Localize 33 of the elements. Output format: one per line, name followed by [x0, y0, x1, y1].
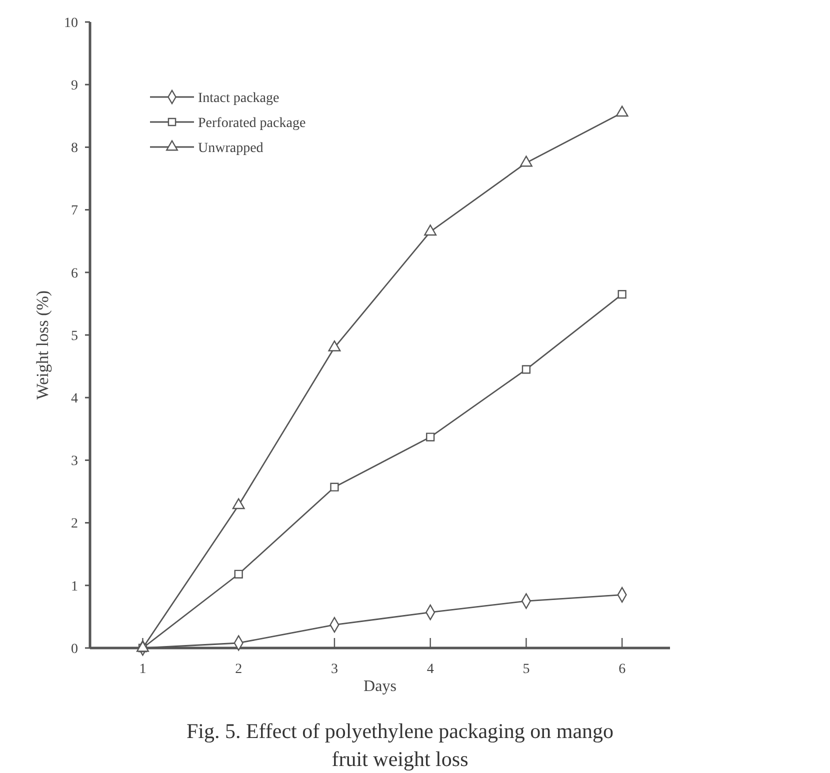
y-tick-label: 5: [71, 328, 78, 344]
point: [520, 156, 532, 167]
y-tick-label: 2: [71, 516, 78, 532]
point: [618, 290, 626, 299]
y-tick-label: 0: [71, 642, 78, 657]
x-tick-label: 3: [330, 662, 338, 677]
legend-label: Unwrapped: [198, 140, 264, 156]
point: [424, 224, 437, 236]
point: [328, 340, 341, 352]
y-tick-label: 7: [71, 204, 78, 219]
x-tick-label: 6: [618, 662, 626, 677]
legend-label: Perforated package: [198, 116, 306, 131]
point: [232, 498, 245, 510]
point: [330, 482, 339, 492]
text: Fig. 5. Effect of polyethylene packaging on mango fruit weight loss: [186, 719, 614, 771]
y-tick-label: 8: [71, 141, 78, 156]
x-tick-label: 2: [235, 662, 242, 677]
legend-label: Intact package: [198, 90, 280, 106]
x-tick-label: 4: [426, 662, 434, 677]
point: [522, 365, 531, 374]
y-tick-label: 4: [71, 392, 78, 406]
point: [616, 106, 628, 117]
point: [234, 570, 243, 578]
point: [426, 432, 435, 442]
y-tick-label: 1: [71, 579, 78, 594]
y-tick-label: 10: [64, 16, 78, 31]
y-tick-label: 6: [71, 266, 78, 282]
x-tick-label: 5: [522, 662, 530, 677]
y-tick-label: 9: [71, 78, 78, 94]
x-axis-title: Days: [364, 678, 396, 695]
x-tick-label: 1: [139, 662, 146, 677]
y-tick-label: 3: [71, 454, 78, 470]
y-axis-title: Weight loss (%): [33, 290, 52, 400]
